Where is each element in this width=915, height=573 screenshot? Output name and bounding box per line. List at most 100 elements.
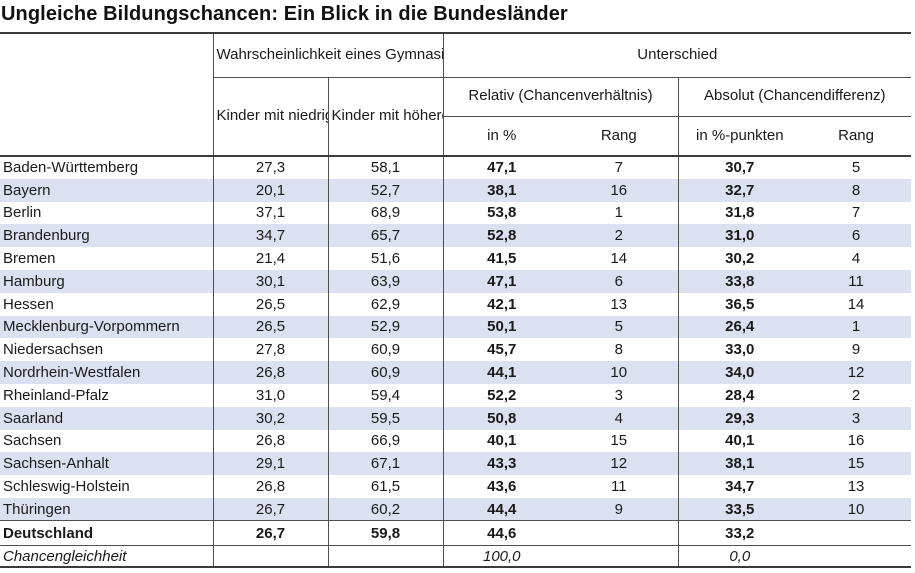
page-title: Ungleiche Bildungschancen: Ein Blick in … — [1, 3, 568, 25]
header-subgroup-row: Kinder mit niedrigerem Hintergrund Kinde… — [0, 77, 912, 157]
summary-row-deutschland: Deutschland 26,7 59,8 44,6 33,2 — [0, 520, 912, 546]
table-row: Berlin 37,1 68,9 53,8 1 31,8 7 — [0, 201, 911, 225]
table-row: Bremen 21,4 51,6 41,5 14 30,2 4 — [0, 247, 911, 270]
state-name-cell: Sachsen-Anhalt — [3, 455, 109, 473]
high-background-cell: 63,9 — [327, 269, 444, 293]
relative-rank-cell — [560, 546, 678, 567]
state-name-cell: Saarland — [3, 409, 64, 427]
relative-rank-cell: 11 — [610, 478, 627, 496]
relative-rank-cell: 1 — [614, 204, 623, 222]
low-background-cell: 20,1 — [212, 178, 328, 202]
header-col-high-background: Kinder mit höherem Hintergrund — [327, 77, 444, 157]
education-chances-table: Wahrscheinlichkeit eines Gymnasialbesuch… — [0, 32, 912, 568]
low-background-cell: 26,5 — [212, 315, 328, 339]
header-col-rel-rank: Rang — [560, 116, 679, 157]
absolute-rank-cell: 2 — [851, 386, 861, 404]
relative-pct-cell: 44,4 — [442, 497, 561, 521]
absolute-rank-cell — [801, 521, 911, 546]
absolute-rank-cell: 13 — [847, 478, 865, 496]
absolute-rank-cell: 1 — [851, 318, 861, 336]
low-background-cell: 26,8 — [212, 429, 328, 453]
low-background-cell: 26,7 — [212, 497, 328, 521]
table-body: Baden-Württemberg 27,3 58,1 47,1 7 30,7 … — [0, 156, 912, 521]
low-background-cell: 26,8 — [212, 361, 328, 384]
high-background-cell: 62,9 — [327, 292, 444, 316]
header-measure-row: in % Rang in %-punkten Rang — [0, 116, 912, 157]
table-row: Hamburg 30,1 63,9 47,1 6 33,8 11 — [0, 269, 912, 293]
relative-pct-cell: 43,3 — [442, 452, 561, 476]
absolute-rank-cell — [801, 546, 911, 567]
state-name-cell: Chancengleichheit — [3, 547, 127, 565]
absolute-rank-cell: 10 — [847, 500, 865, 518]
state-name-cell: Rheinland-Pfalz — [3, 386, 109, 404]
absolute-pts-cell: 38,1 — [677, 452, 802, 476]
high-background-cell: 60,2 — [327, 497, 444, 521]
relative-pct-cell: 52,8 — [442, 224, 561, 248]
absolute-pts-cell: 0,0 — [677, 545, 802, 567]
relative-pct-cell: 41,5 — [442, 247, 561, 270]
table-row: Niedersachsen 27,8 60,9 45,7 8 33,0 9 — [0, 338, 911, 362]
absolute-pts-cell: 33,2 — [677, 520, 802, 546]
absolute-rank-cell: 16 — [847, 432, 865, 450]
absolute-rank-cell: 4 — [851, 250, 861, 268]
relative-rank-cell: 15 — [610, 432, 628, 450]
absolute-pts-cell: 33,0 — [677, 338, 802, 362]
header-group-row: Wahrscheinlichkeit eines Gymnasialbesuch… — [0, 33, 912, 157]
relative-pct-cell: 50,8 — [442, 406, 561, 430]
header-col-abs-pts: in %-punkten — [677, 116, 802, 157]
relative-pct-cell: 42,1 — [442, 292, 561, 316]
table-row: Saarland 30,2 59,5 50,8 4 29,3 3 — [0, 406, 912, 430]
absolute-rank-cell: 5 — [851, 159, 861, 177]
absolute-pts-cell: 31,0 — [677, 224, 802, 248]
high-background-cell: 67,1 — [327, 452, 444, 476]
low-background-cell: 26,7 — [212, 520, 328, 546]
table-row: Baden-Württemberg 27,3 58,1 47,1 7 30,7 … — [0, 156, 911, 179]
relative-pct-cell: 44,1 — [442, 361, 561, 384]
high-background-cell: 60,9 — [327, 361, 444, 384]
relative-rank-cell: 3 — [614, 386, 623, 404]
absolute-pts-cell: 34,7 — [677, 475, 802, 498]
absolute-rank-cell: 11 — [848, 272, 864, 290]
absolute-rank-cell: 12 — [847, 364, 865, 382]
state-name-cell: Hamburg — [3, 272, 65, 290]
relative-rank-cell: 7 — [614, 159, 623, 177]
absolute-rank-cell: 3 — [851, 409, 861, 427]
high-background-cell: 52,9 — [327, 315, 444, 339]
low-background-cell: 34,7 — [212, 224, 328, 248]
absolute-rank-cell: 8 — [851, 181, 861, 199]
absolute-rank-cell: 14 — [847, 295, 865, 313]
relative-pct-cell: 100,0 — [442, 545, 561, 567]
relative-pct-cell: 52,2 — [442, 383, 561, 407]
table-row: Nordrhein-Westfalen 26,8 60,9 44,1 10 34… — [0, 361, 912, 384]
low-background-cell: 31,0 — [212, 383, 328, 407]
low-background-cell: 30,1 — [212, 269, 328, 293]
absolute-pts-cell: 40,1 — [677, 429, 802, 453]
absolute-pts-cell: 30,7 — [677, 156, 802, 179]
low-background-cell: 26,5 — [212, 292, 328, 316]
low-background-cell: 21,4 — [212, 247, 328, 270]
state-name-cell: Deutschland — [3, 524, 94, 542]
table-row: Sachsen-Anhalt 29,1 67,1 43,3 12 38,1 15 — [0, 452, 912, 476]
absolute-pts-cell: 36,5 — [677, 292, 802, 316]
relative-pct-cell: 40,1 — [442, 429, 561, 453]
table-row: Schleswig-Holstein 26,8 61,5 43,6 11 34,… — [0, 475, 911, 498]
relative-pct-cell: 43,6 — [442, 475, 561, 498]
relative-rank-cell: 6 — [614, 272, 623, 290]
relative-pct-cell: 53,8 — [442, 201, 561, 225]
low-background-cell: 29,1 — [212, 452, 328, 476]
high-background-cell: 68,9 — [327, 201, 444, 225]
low-background-cell: 27,8 — [212, 338, 328, 362]
header-group-probability: Wahrscheinlichkeit eines Gymnasialbesuch… — [212, 33, 444, 78]
relative-rank-cell: 9 — [614, 500, 623, 518]
state-name-cell: Thüringen — [3, 500, 71, 518]
table-footer: Deutschland 26,7 59,8 44,6 33,2 Chanceng… — [0, 520, 912, 567]
relative-rank-cell — [560, 521, 678, 546]
state-name-cell: Hessen — [3, 295, 54, 313]
state-name-cell: Baden-Württemberg — [3, 159, 139, 177]
relative-rank-cell: 10 — [610, 364, 628, 382]
high-background-cell: 61,5 — [327, 475, 444, 498]
high-background-cell: 58,1 — [327, 156, 444, 179]
absolute-rank-cell: 9 — [851, 341, 861, 359]
absolute-pts-cell: 34,0 — [677, 361, 802, 384]
state-name-cell: Sachsen — [3, 432, 62, 450]
